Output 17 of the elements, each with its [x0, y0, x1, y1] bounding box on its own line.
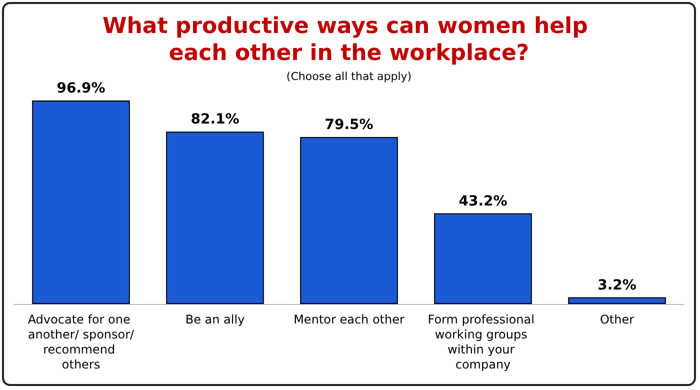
chart-title: What productive ways can women help each other in the workplace?: [102, 14, 596, 66]
x-tick-label: Advocate for one another/ sponsor/recommend others: [28, 312, 136, 372]
x-tick-label: Be an ally: [185, 312, 245, 326]
bar: [166, 132, 264, 304]
data-label: 82.1%: [190, 112, 240, 128]
bar: [300, 137, 398, 304]
x-tick-label: Form professional working groups within your company: [428, 312, 538, 372]
bar: [568, 297, 666, 304]
data-label: 79.5%: [324, 117, 374, 134]
data-label: 3.2%: [598, 277, 636, 294]
bar: [32, 100, 130, 304]
bar: [434, 213, 532, 304]
chart-subtitle: (Choose all that apply): [286, 70, 412, 83]
data-label: 96.9%: [56, 80, 106, 97]
x-tick-label: Other: [600, 312, 634, 326]
x-tick-label: Mentor each other: [294, 312, 404, 326]
data-label: 43.2%: [458, 193, 508, 210]
